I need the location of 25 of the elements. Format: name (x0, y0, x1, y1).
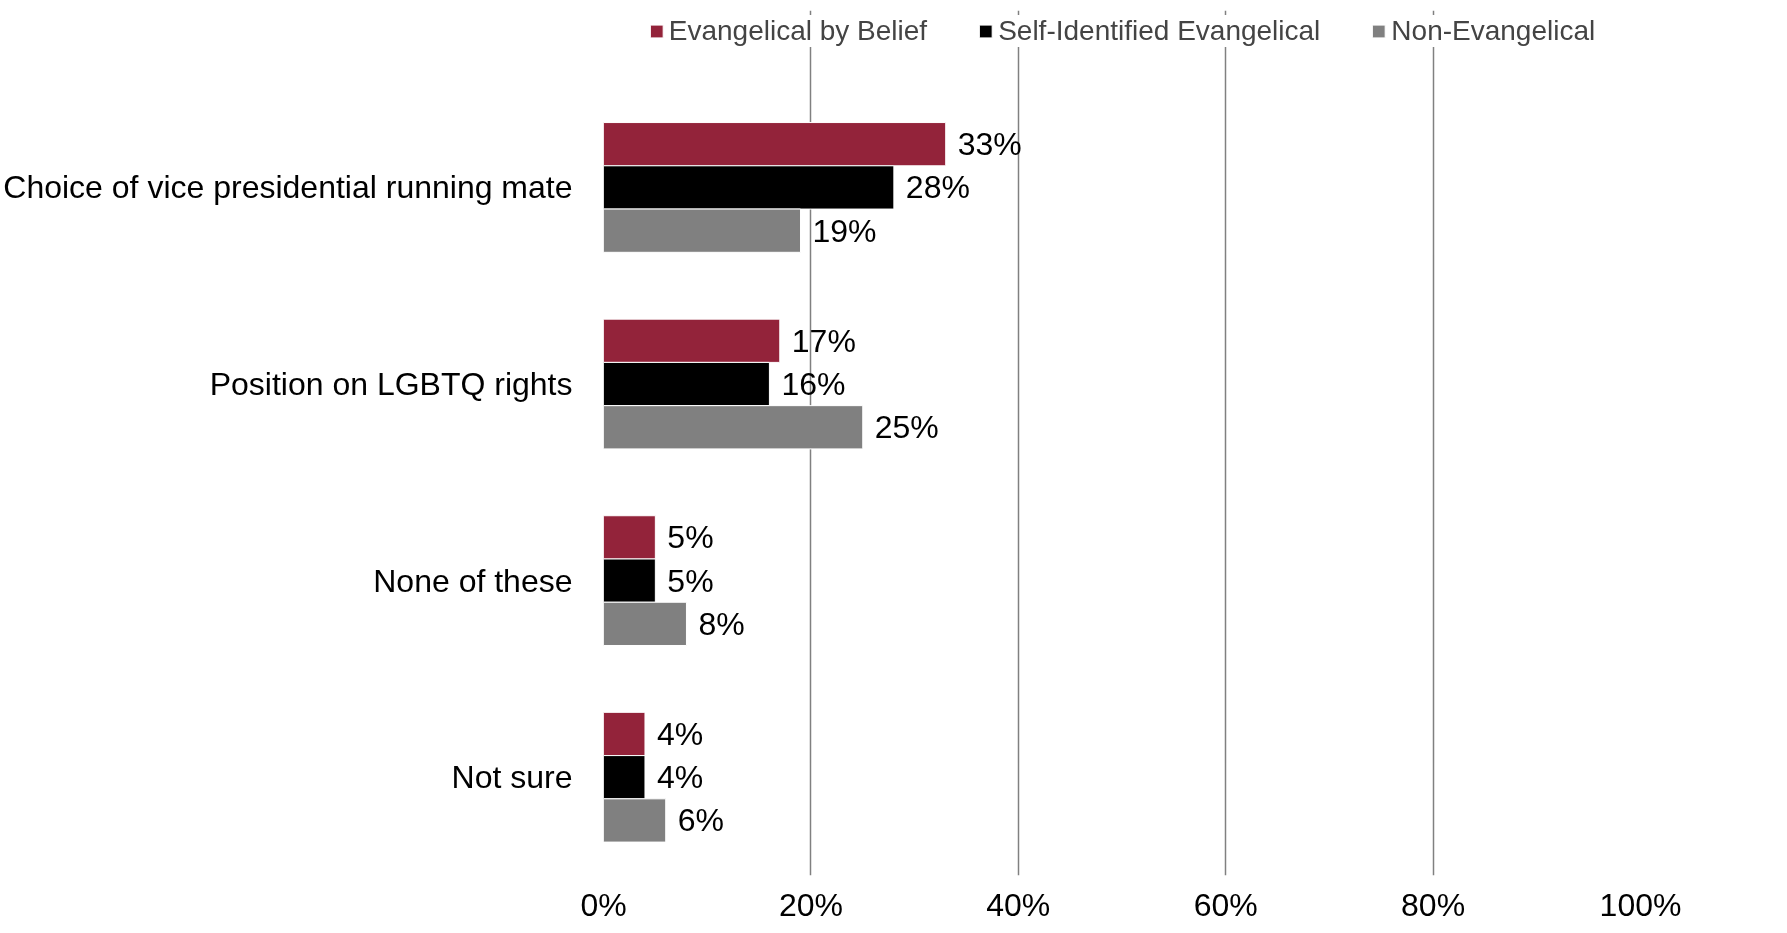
data-label: 16% (781, 366, 846, 403)
data-label: 5% (667, 519, 714, 556)
x-tick-label: 80% (1401, 886, 1466, 923)
data-label: 6% (677, 802, 724, 839)
data-label: 4% (656, 715, 704, 752)
legend-label: Non-Evangelical (1391, 15, 1596, 47)
y-tick-label: Not sure (451, 759, 573, 796)
x-tick-label: 40% (986, 886, 1051, 923)
data-label: 19% (812, 212, 877, 249)
x-tick-label: 0% (580, 886, 627, 923)
data-label: 4% (656, 759, 704, 796)
data-label: 5% (667, 562, 714, 599)
legend-label: Self-Identified Evangelical (998, 15, 1321, 47)
x-tick-label: 20% (778, 886, 843, 923)
data-label: 17% (791, 322, 856, 359)
x-tick-label: 60% (1193, 886, 1258, 923)
data-label: 33% (957, 126, 1022, 163)
x-tick-label: 100% (1599, 886, 1682, 923)
legend-label: Evangelical by Belief (668, 15, 928, 47)
y-tick-label: Position on LGBTQ rights (209, 366, 573, 403)
data-label: 25% (874, 409, 939, 446)
y-tick-label: Choice of vice presidential running mate (3, 169, 573, 206)
y-tick-label: None of these (373, 562, 573, 599)
data-label: 8% (698, 605, 745, 642)
data-label: 28% (905, 169, 970, 206)
